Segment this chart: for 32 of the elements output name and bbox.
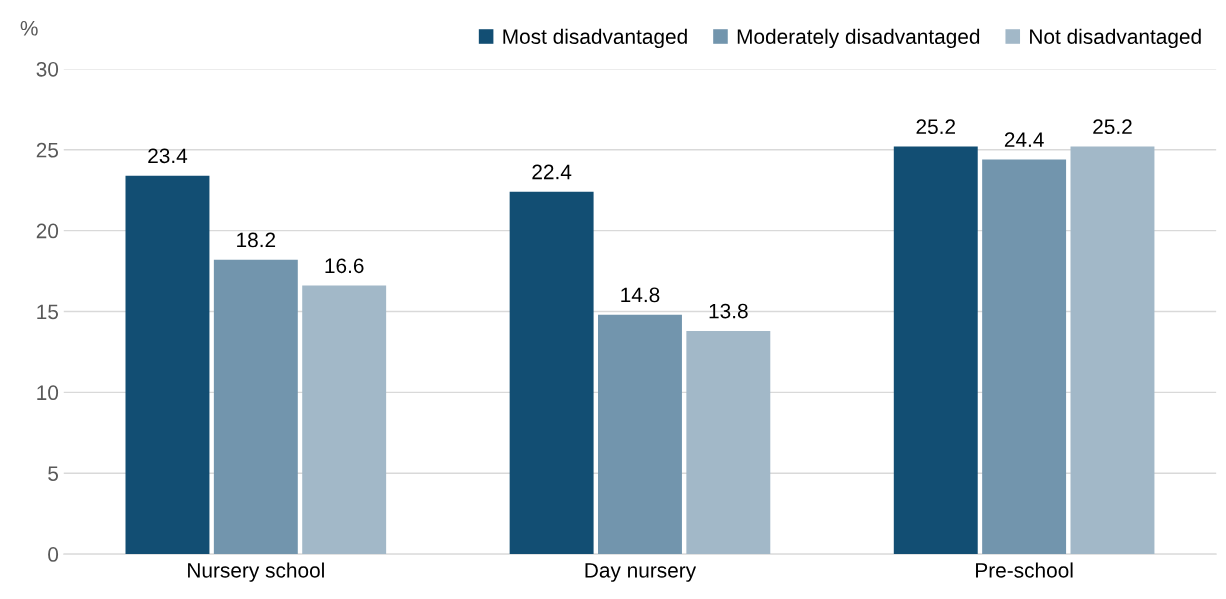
legend-label: Moderately disadvantaged: [737, 28, 980, 49]
legend-label: Most disadvantaged: [503, 28, 687, 49]
y-tick-label: 25: [36, 142, 59, 158]
y-axis-title: %: [20, 20, 38, 36]
y-tick-label: 5: [48, 466, 59, 481]
data-label: 23.4: [148, 148, 188, 164]
bar: [125, 175, 210, 555]
bar: [982, 159, 1067, 555]
bar: [509, 191, 594, 555]
y-tick-label: 15: [37, 304, 59, 320]
x-tick-label: Nursery school: [188, 562, 324, 582]
bar: [598, 314, 682, 555]
data-label: 14.8: [621, 287, 660, 303]
data-label: 22.4: [532, 164, 572, 180]
y-tick-label: 20: [36, 223, 59, 239]
y-tick-label: 10: [37, 385, 59, 401]
data-label: 25.2: [916, 119, 955, 135]
data-label: 18.2: [237, 232, 276, 248]
bar: [302, 285, 387, 555]
y-tick-label: 30: [36, 61, 59, 77]
x-tick-label: Day nursery: [585, 563, 697, 582]
legend-label: Not disadvantaged: [1030, 28, 1201, 49]
bar: [893, 146, 978, 555]
data-label: 24.4: [1004, 132, 1044, 147]
bar: [213, 259, 298, 555]
bar: [1070, 146, 1155, 555]
data-label: 13.8: [709, 303, 748, 319]
x-tick-label: Pre-school: [976, 562, 1073, 578]
data-label: 16.6: [325, 258, 364, 274]
y-tick-label: 0: [48, 547, 59, 562]
data-label: 25.2: [1093, 119, 1132, 135]
bar: [686, 330, 771, 555]
